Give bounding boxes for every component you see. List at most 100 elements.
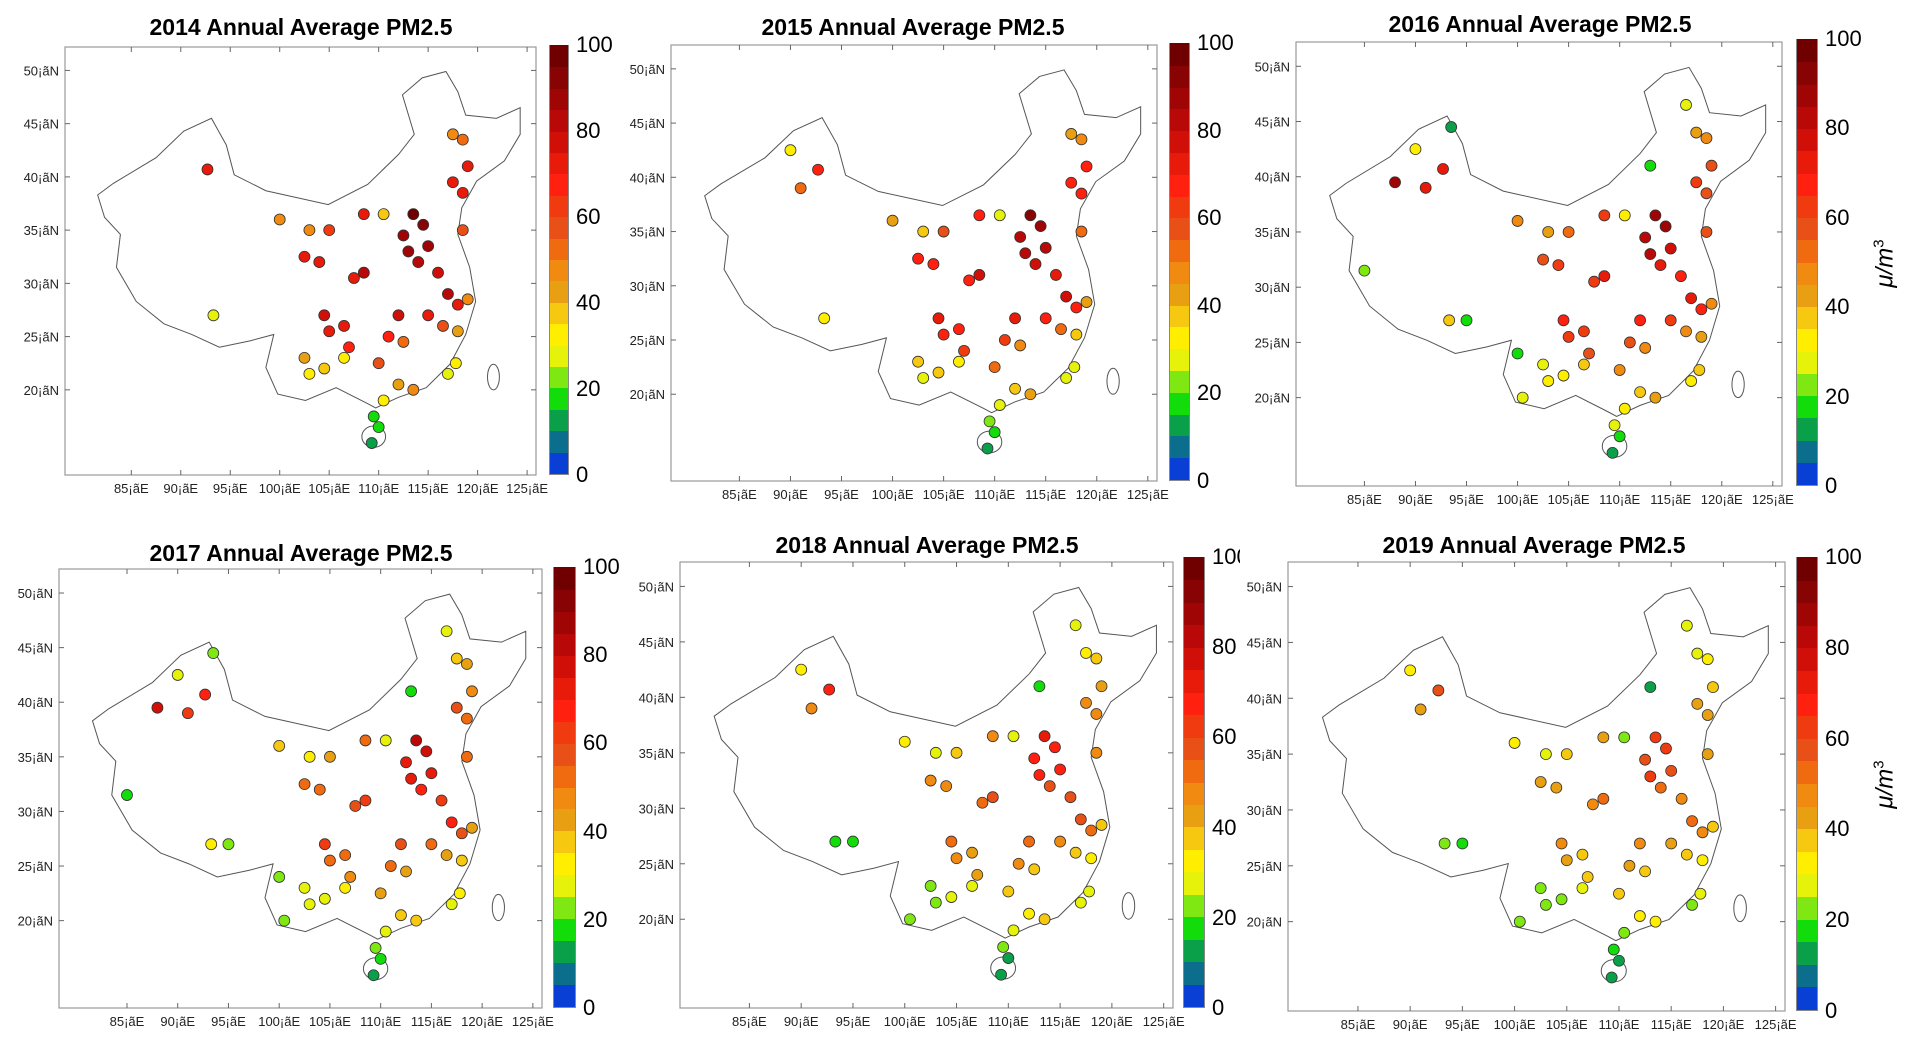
x-tick-label: 85¡ãE [1341, 1017, 1376, 1032]
monitoring-site-point [937, 225, 950, 238]
colorbar-segment [1797, 579, 1817, 604]
colorbar-tick-label: 40 [1825, 816, 1850, 842]
monitoring-site-point [1586, 798, 1599, 811]
colorbar-segment [1170, 347, 1189, 371]
y-tick-label: 35¡ãN [639, 746, 674, 761]
colorbar-segment [550, 280, 568, 303]
monitoring-site-point [1560, 748, 1573, 761]
monitoring-site-point [1054, 835, 1067, 848]
x-tick-label: 120¡ãE [1701, 492, 1743, 507]
colorbar-segment [1170, 108, 1189, 132]
monitoring-site-point [1064, 791, 1077, 804]
monitoring-site-point [1038, 730, 1051, 743]
monitoring-site-point [1039, 312, 1052, 325]
x-tick-label: 125¡ãE [506, 481, 548, 496]
colorbar-segment [1184, 758, 1204, 783]
monitoring-site-point [461, 658, 473, 670]
colorbar-segment [1184, 781, 1204, 805]
y-tick-label: 30¡ãN [1255, 280, 1290, 295]
monitoring-site-point [1639, 342, 1652, 354]
monitoring-site-point [323, 325, 336, 338]
monitoring-site-point [1675, 792, 1688, 805]
colorbar-tick-label: 80 [576, 118, 601, 143]
colorbar-segment [550, 108, 568, 132]
monitoring-site-point [1065, 176, 1078, 189]
monitoring-site-point [374, 887, 387, 900]
y-tick-label: 40¡ãN [24, 170, 59, 185]
x-tick-label: 105¡ãE [923, 487, 965, 502]
china-boundary [713, 586, 1157, 939]
monitoring-site-point [374, 952, 387, 965]
colorbar-tick-label: 20 [1197, 380, 1222, 406]
y-tick-label: 30¡ãN [24, 276, 59, 291]
x-tick-label: 90¡ãE [773, 487, 808, 502]
monitoring-site-point [425, 838, 438, 851]
colorbar-segment [1184, 668, 1204, 693]
unit-text: μ/m [1871, 768, 1899, 809]
monitoring-site-point [898, 735, 911, 748]
y-tick-label: 20¡ãN [24, 383, 59, 398]
colorbar-segment [554, 873, 575, 898]
monitoring-site-point [805, 702, 818, 715]
colorbar-segment [1184, 713, 1204, 738]
y-tick-label: 50¡ãN [1255, 59, 1290, 74]
colorbar-tick-label: 100 [1825, 26, 1862, 51]
monitoring-site-point [1043, 780, 1056, 793]
monitoring-site-point [1649, 731, 1662, 744]
x-tick-label: 105¡ãE [1546, 1017, 1588, 1032]
monitoring-site-point [405, 772, 418, 785]
monitoring-site-point [1696, 854, 1709, 867]
x-tick-label: 85¡ãE [722, 487, 757, 502]
monitoring-site-point [937, 328, 950, 341]
x-tick-label: 115¡ãE [411, 1014, 452, 1029]
y-tick-label: 25¡ãN [1255, 335, 1290, 350]
x-tick-label: 110¡ãE [988, 1014, 1029, 1029]
colorbar-segment [1797, 647, 1817, 671]
monitoring-site-point [1513, 915, 1526, 928]
monitoring-site-point [400, 865, 412, 878]
monitoring-site-point [1693, 364, 1706, 376]
monitoring-site-point [1557, 314, 1570, 327]
monitoring-site-point [1029, 258, 1042, 270]
monitoring-site-point [1562, 330, 1575, 343]
y-tick-label: 45¡ãN [630, 116, 665, 131]
monitoring-site-point [1618, 209, 1631, 222]
colorbar-segment [1797, 918, 1817, 943]
colorbar-segment [1797, 782, 1817, 807]
monitoring-site-point [1404, 664, 1417, 677]
monitoring-site-point [1664, 242, 1677, 255]
colorbar-segment [550, 408, 568, 432]
colorbar-segment [1170, 42, 1189, 66]
monitoring-site-point [445, 898, 458, 911]
colorbar-segment [554, 961, 575, 986]
colorbar-segment [1797, 238, 1817, 263]
monitoring-site-point [461, 160, 474, 173]
monitoring-site-point [323, 224, 336, 237]
map-plot-area: 85¡ãE 90¡ãE 95¡ãE 100¡ãE 105¡ãE 110¡ãE 115¡ãE 1… [1247, 561, 1797, 1032]
y-tick-label: 35¡ãN [1255, 225, 1290, 240]
monitoring-site-point [407, 383, 420, 396]
taiwan-boundary [1733, 894, 1747, 923]
map-panel-2015: 2015 Annual Average PM2.5 85¡ãE 90¡ãE 95¡ã… [620, 0, 1250, 523]
monitoring-site-point [932, 312, 945, 325]
monitoring-site-point [1414, 703, 1427, 716]
monitoring-site-point [1055, 323, 1067, 336]
monitoring-site-point [795, 663, 808, 676]
y-tick-label: 25¡ãN [24, 330, 59, 345]
monitoring-site-point [1639, 865, 1651, 878]
monitoring-site-point [953, 323, 965, 336]
y-tick-label: 50¡ãN [639, 579, 674, 594]
colorbar-tick-label: 20 [576, 376, 601, 401]
colorbar-segment [550, 387, 568, 410]
colorbar-segment [1797, 669, 1817, 694]
monitoring-site-point [1691, 697, 1704, 710]
monitoring-site-point [1680, 619, 1693, 632]
colorbar-segment [1797, 216, 1817, 241]
monitoring-site-point [338, 320, 350, 332]
x-tick-label: 100¡ãE [259, 481, 301, 496]
monitoring-site-point [945, 891, 958, 903]
monitoring-site-point [945, 835, 958, 848]
monitoring-site-point [1618, 402, 1631, 415]
map-plot-area: 85¡ãE 90¡ãE 95¡ãE 100¡ãE 105¡ãE 110¡ãE 115¡ãE 1… [24, 46, 548, 496]
colorbar-segment [1184, 983, 1204, 1007]
